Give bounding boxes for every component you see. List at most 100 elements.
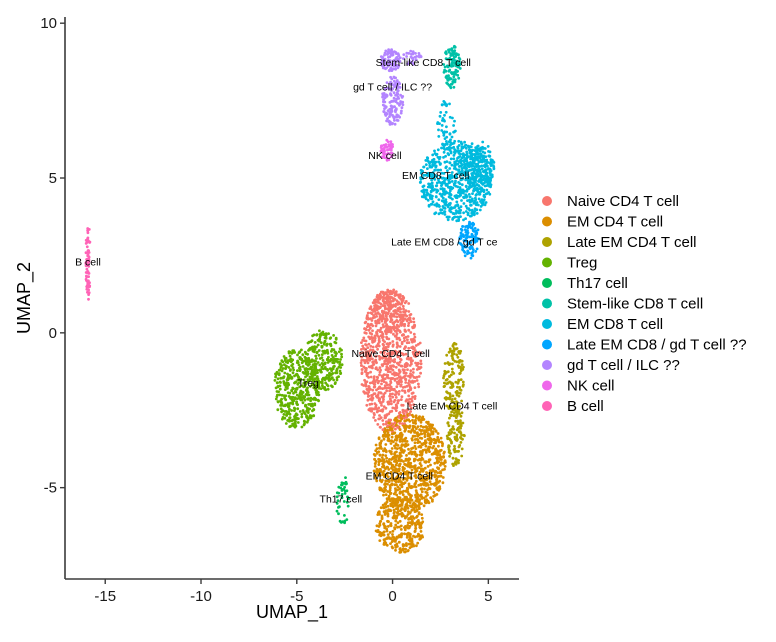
data-point (378, 512, 381, 516)
data-point (373, 336, 377, 340)
data-point (393, 418, 396, 422)
data-point (381, 387, 384, 390)
data-point (393, 109, 397, 112)
data-point (288, 407, 291, 411)
data-point (399, 384, 403, 388)
data-point (399, 307, 402, 311)
data-point (436, 451, 440, 455)
data-point (456, 53, 460, 56)
data-point (450, 187, 454, 191)
data-point (301, 401, 305, 405)
data-point (462, 145, 466, 149)
data-point (465, 234, 469, 237)
data-point (475, 201, 478, 205)
data-point (430, 186, 434, 190)
data-point (313, 367, 317, 371)
data-point (386, 533, 390, 536)
legend-label: Late EM CD8 / gd T cell ?? (567, 337, 747, 354)
data-point (460, 167, 464, 170)
data-point (402, 412, 406, 416)
data-point (404, 498, 408, 502)
data-point (484, 201, 488, 204)
data-point (290, 409, 293, 412)
data-point (315, 357, 318, 360)
data-point (281, 367, 285, 370)
data-point (389, 92, 392, 95)
data-point (445, 378, 449, 381)
data-point (375, 407, 378, 411)
data-point (395, 113, 399, 117)
data-point (391, 350, 394, 354)
x-tick-label: 5 (484, 588, 492, 605)
data-point (395, 436, 399, 440)
data-point (443, 381, 446, 385)
data-point (416, 441, 420, 444)
data-point (377, 337, 381, 341)
data-point (332, 334, 335, 337)
data-point (381, 428, 385, 431)
data-point (390, 52, 394, 56)
data-point (386, 428, 389, 432)
data-point (440, 103, 444, 107)
data-point (399, 471, 403, 475)
data-point (394, 396, 398, 399)
data-point (376, 368, 380, 372)
data-point (298, 350, 302, 354)
data-point (409, 49, 413, 53)
data-point (442, 118, 446, 122)
data-point (478, 149, 482, 153)
data-point (387, 326, 391, 329)
data-point (364, 350, 368, 354)
data-point (412, 534, 415, 538)
data-point (373, 462, 377, 465)
data-point (436, 168, 439, 172)
data-point (455, 200, 459, 204)
data-point (385, 459, 389, 463)
data-point (403, 389, 407, 393)
cluster-label: Stem-like CD8 T cell (376, 57, 471, 69)
data-point (391, 113, 394, 117)
data-point (324, 336, 328, 340)
data-point (436, 148, 440, 152)
data-point (402, 508, 406, 511)
data-point (393, 76, 396, 79)
data-point (378, 539, 382, 542)
data-point (85, 258, 88, 261)
data-point (308, 384, 312, 388)
data-point (475, 247, 479, 251)
data-point (473, 210, 477, 213)
data-point (444, 200, 448, 204)
data-point (374, 405, 378, 409)
data-point (381, 314, 385, 317)
data-point (415, 368, 419, 371)
data-point (390, 477, 393, 480)
data-point (400, 109, 403, 113)
data-point (291, 371, 295, 375)
data-point (389, 442, 393, 445)
data-point (346, 504, 350, 508)
data-point (380, 488, 384, 492)
data-point (488, 170, 492, 174)
data-point (466, 229, 469, 232)
data-point (419, 493, 423, 497)
data-point (407, 457, 411, 460)
data-point (471, 223, 475, 227)
data-point (420, 468, 423, 472)
data-point (456, 185, 459, 189)
data-point (458, 430, 461, 433)
data-point (321, 359, 325, 362)
data-point (377, 436, 381, 440)
data-point (384, 314, 388, 318)
data-point (306, 397, 309, 401)
data-point (407, 394, 411, 398)
data-point (409, 55, 413, 59)
data-point (448, 102, 451, 106)
data-point (412, 332, 416, 336)
data-point (414, 485, 418, 489)
data-point (380, 155, 384, 159)
legend-item: EM CD8 T cell (542, 316, 663, 333)
data-point (400, 448, 404, 451)
data-point (388, 509, 391, 513)
data-point (454, 380, 458, 384)
data-point (442, 156, 445, 159)
